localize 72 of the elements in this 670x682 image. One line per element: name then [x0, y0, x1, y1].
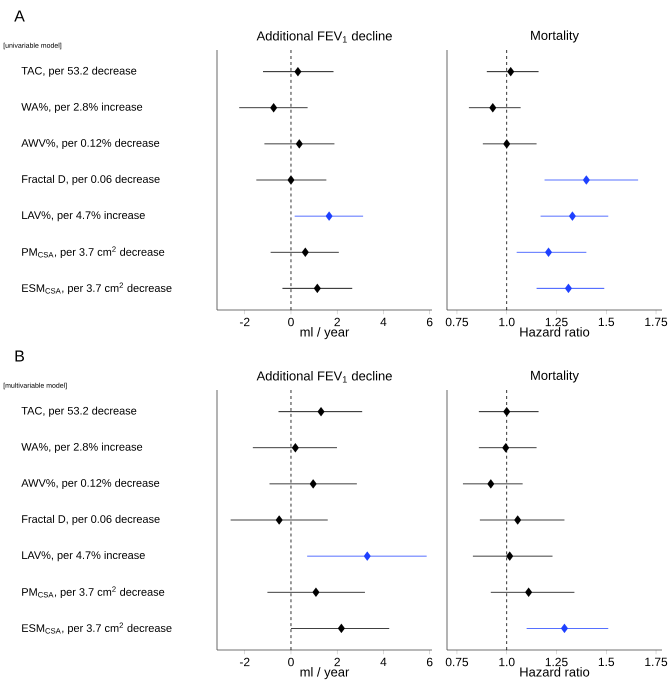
x-tick-label: 0.75 [446, 658, 468, 666]
y-tick-label: Fractal D, per 0.06 decrease [22, 514, 160, 526]
point [317, 406, 325, 416]
x-tick-label: 4 [380, 658, 386, 666]
y-tick-label: AWV%, per 0.12% decrease [21, 138, 160, 149]
x-tick-label: 1.75 [645, 318, 668, 326]
x-tick-label: 1.0 [499, 658, 515, 666]
point [503, 406, 510, 416]
point [364, 551, 371, 561]
y-tick-label: WA%, per 2.8% increase [21, 442, 142, 453]
x-tick-label: 0.75 [446, 318, 468, 326]
x-axis-title: ml / year [300, 327, 350, 340]
point [544, 248, 552, 257]
x-axis-title: Hazard ratio [520, 327, 590, 337]
point [560, 624, 568, 634]
y-tick-label: WA%, per 2.8% increase [21, 102, 142, 113]
point [310, 479, 317, 489]
point [582, 175, 590, 185]
point [514, 515, 522, 525]
y-tick-label: TAC, per 53.2 decrease [22, 406, 136, 417]
point [502, 443, 510, 452]
x-tick-label: 2 [334, 658, 340, 666]
point [568, 211, 576, 221]
x-axis-title: ml / year [300, 667, 350, 680]
chart-title: Additional FEV$_{1}$ decline [256, 371, 392, 383]
point [312, 588, 320, 597]
chart-title: Additional FEV$_{1}$ decline [256, 30, 392, 43]
x-tick-label: 1.0 [499, 318, 515, 326]
x-tick-label: 0 [288, 318, 294, 326]
point [302, 248, 309, 257]
x-tick-label: 1.5 [598, 318, 614, 326]
y-tick-label: Fractal D, per 0.06 decrease [22, 174, 160, 186]
x-tick-label: -2 [240, 318, 250, 326]
chart-title: Mortality [531, 30, 579, 43]
x-tick-label: 4 [380, 318, 386, 326]
point [503, 139, 510, 149]
point [489, 103, 496, 112]
x-axis-title: Hazard ratio [520, 667, 590, 677]
x-tick-label: 2 [334, 318, 340, 326]
point [314, 284, 321, 294]
x-tick-label: -2 [240, 658, 250, 666]
point [525, 588, 532, 597]
point [287, 175, 295, 185]
text: B [16, 350, 24, 362]
text: A [14, 10, 25, 22]
y-tick-label: AWV%, per 0.12% decrease [21, 478, 160, 489]
point [292, 443, 299, 452]
point [276, 515, 283, 525]
x-tick-label: 1.75 [645, 658, 668, 666]
y-tick-label: LAV%, per 4.7% increase [22, 211, 145, 222]
y-tick-label: PM$_{CSA}$, per 3.7 cm$^{2}$ decrease [22, 246, 164, 258]
chart-title: Mortality [531, 370, 579, 383]
point [487, 479, 494, 489]
y-tick-label: ESM$_{CSA}$, per 3.7 cm$^{2}$ decrease [22, 282, 172, 294]
x-tick-label: 1.5 [598, 658, 614, 666]
point [296, 139, 303, 149]
point [294, 66, 302, 76]
x-tick-label: 0 [288, 658, 294, 666]
point [564, 284, 572, 294]
point [507, 66, 514, 76]
point [326, 211, 333, 221]
point [338, 624, 345, 634]
x-tick-label: 1.25 [546, 318, 568, 326]
x-tick-label: 1.25 [546, 658, 568, 666]
point [506, 551, 514, 561]
y-tick-label: PM$_{CSA}$, per 3.7 cm$^{2}$ decrease [22, 586, 164, 598]
y-tick-label: TAC, per 53.2 decrease [22, 66, 136, 77]
x-tick-label: 6 [426, 658, 432, 666]
point [270, 103, 278, 112]
x-tick-label: 6 [426, 318, 432, 326]
y-tick-label: ESM$_{CSA}$, per 3.7 cm$^{2}$ decrease [22, 622, 172, 634]
y-tick-label: LAV%, per 4.7% increase [22, 551, 145, 562]
